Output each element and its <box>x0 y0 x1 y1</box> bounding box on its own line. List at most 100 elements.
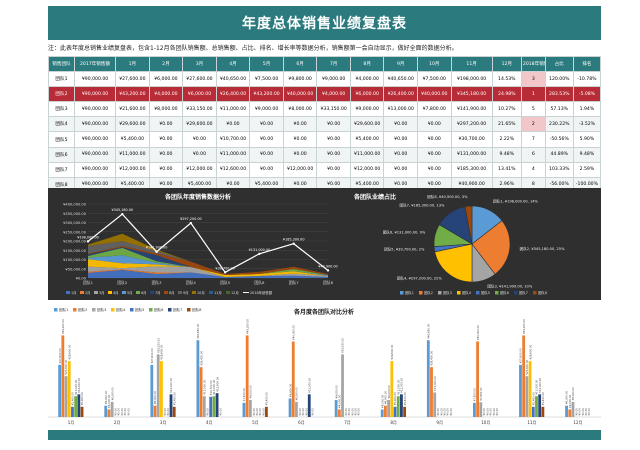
table-cell: -3.52% <box>572 116 602 133</box>
bar-data-label: ¥0.00 <box>166 408 170 416</box>
bar-data-label: ¥40,650.00 <box>196 324 200 339</box>
table-cell: ¥7,500.00 <box>249 71 284 88</box>
legend-swatch <box>150 291 154 294</box>
table-header-cell: 1月 <box>115 55 150 73</box>
legend-label: 12月 <box>231 291 239 295</box>
bar-data-label: ¥0.00 <box>482 408 486 416</box>
legend-label: 团队5 <box>481 290 490 295</box>
table-cell: ¥141,900.00 <box>450 101 493 118</box>
legend-label: 4月 <box>113 291 119 295</box>
table-cell: 103.33% <box>544 161 574 178</box>
table-cell: 10.27% <box>491 101 522 118</box>
y-tick-label: ¥400,000.00 <box>63 203 87 207</box>
bar-团队3-5月 <box>248 400 252 417</box>
bar-data-label: ¥26,400.00 <box>430 350 434 365</box>
table-cell: 团队1 <box>48 71 75 88</box>
table-cell: 4 <box>520 161 546 178</box>
table-header-cell: 2月 <box>148 55 184 73</box>
bar-团队2-3月 <box>153 405 157 417</box>
bar-data-label: ¥5,400.00 <box>71 392 75 406</box>
table-cell: ¥8,000.00 <box>282 101 318 118</box>
bar-团队2-5月 <box>245 335 249 417</box>
bar-data-label: ¥11,000.00 <box>396 380 400 395</box>
bar-data-label: ¥0.00 <box>304 408 308 416</box>
data-label: ¥131,000.00 <box>249 248 271 252</box>
table-cell: 6 <box>520 146 546 163</box>
pie-slice-团队4 <box>434 243 473 283</box>
bar-团队3-9月 <box>433 392 437 417</box>
pie-data-label: 团队1, ¥198,000.00, 14% <box>493 199 538 204</box>
bar-团队1-3月 <box>150 364 154 417</box>
table-cell: ¥27,600.00 <box>115 71 150 88</box>
table-cell: ¥12,000.00 <box>349 161 385 178</box>
bar-团队5-1月 <box>71 406 74 417</box>
bar-data-label: ¥9,000.00 <box>249 385 253 399</box>
data-label: ¥40,900.00 <box>318 264 337 268</box>
legend-swatch <box>209 291 213 294</box>
bar-团队1-11月 <box>519 364 522 417</box>
y-tick-label: ¥150,000.00 <box>63 249 87 253</box>
footer-bar <box>48 430 601 440</box>
bar-团队3-6月 <box>295 401 298 417</box>
data-label: ¥141,900.00 <box>146 246 168 250</box>
table-header-row: 销售团队 2017年销售额 1月 2月 3月 4月 5月 6月 7月 8月 9月 10月 11月 12月 2… <box>48 55 602 73</box>
total-line-point <box>326 269 330 272</box>
bar-data-label: ¥0.00 <box>587 408 591 416</box>
x-tick-label: 团队5 <box>220 280 231 285</box>
y-tick-label: ¥350,000.00 <box>63 212 87 216</box>
area-series-8月 <box>88 246 328 276</box>
legend-swatch <box>192 291 196 294</box>
pie-data-label: 团队3, ¥141,900.00, 10% <box>487 284 532 289</box>
y-tick-label: ¥50,000.00 <box>65 267 86 271</box>
bar-chart: 各月度各团队对比分析 团队1 团队2 团队3 团队4 团队5 团队6 团队7 团队8 ¥27,60… <box>48 307 601 425</box>
bar-data-label: ¥7,500.00 <box>473 388 477 402</box>
x-tick-label: 4月 <box>206 420 213 425</box>
legend-swatch <box>80 291 84 294</box>
table-header-cell: 7月 <box>316 55 351 73</box>
table-cell: ¥90,000.00 <box>73 101 117 118</box>
bar-data-label: ¥5,400.00 <box>265 392 269 406</box>
bar-团队5-11月 <box>531 406 535 417</box>
bar-data-label: ¥43,200.00 <box>61 319 65 334</box>
legend-swatch <box>66 291 70 294</box>
table-cell: ¥29,600.00 <box>115 116 150 133</box>
table-cell: 120.00% <box>544 71 574 88</box>
bar-团队7-4月 <box>215 393 219 417</box>
table-cell: 57.13% <box>544 101 574 118</box>
bar-data-label: ¥0.00 <box>255 408 259 416</box>
legend-swatch <box>108 291 112 294</box>
bar-团队2-11月 <box>522 335 526 417</box>
bar-data-label: ¥5,400.00 <box>541 392 545 406</box>
table-cell: ¥11,000.00 <box>215 101 251 118</box>
table-cell: ¥12,000.00 <box>115 161 150 178</box>
table-cell: ¥0.00 <box>282 131 318 148</box>
bar-data-label: ¥11,000.00 <box>535 380 539 395</box>
bar-data-label: ¥0.00 <box>347 408 351 416</box>
legend-label: 7月 <box>155 291 161 295</box>
table-cell: 5.90% <box>572 131 602 148</box>
bar-团队3-12月 <box>571 401 575 417</box>
bar-团队4-3月 <box>160 361 163 417</box>
x-tick-label: 团队7 <box>289 280 300 285</box>
bar-团队3-3月 <box>156 354 160 417</box>
total-line-point <box>121 212 124 216</box>
total-line-point <box>292 242 295 245</box>
table-cell: 团队7 <box>48 161 75 178</box>
table-cell: ¥6,000.00 <box>148 71 184 88</box>
table-cell: ¥6,000.00 <box>182 86 217 103</box>
y-tick-label: ¥0.00 <box>76 277 87 281</box>
bar-data-label: ¥11,000.00 <box>74 380 78 395</box>
bar-data-label: ¥21,600.00 <box>64 359 68 374</box>
table-cell: ¥5,400.00 <box>115 131 150 148</box>
table-row: 团队1 ¥90,000.00 ¥27,600.00 ¥6,000.00 ¥27,600.… <box>48 71 602 88</box>
table-cell: ¥40,000.00 <box>282 86 318 103</box>
bar-团队5-4月 <box>209 396 213 417</box>
bar-团队1-9月 <box>426 340 430 417</box>
table-cell: ¥345,180.00 <box>450 86 493 103</box>
area-series-5月 <box>88 255 328 277</box>
x-tick-label: 团队4 <box>186 280 197 285</box>
bar-data-label: ¥0.00 <box>495 408 499 416</box>
x-tick-label: 8月 <box>390 420 397 425</box>
x-tick-label: 6月 <box>298 420 305 425</box>
legend-swatch <box>457 291 461 295</box>
